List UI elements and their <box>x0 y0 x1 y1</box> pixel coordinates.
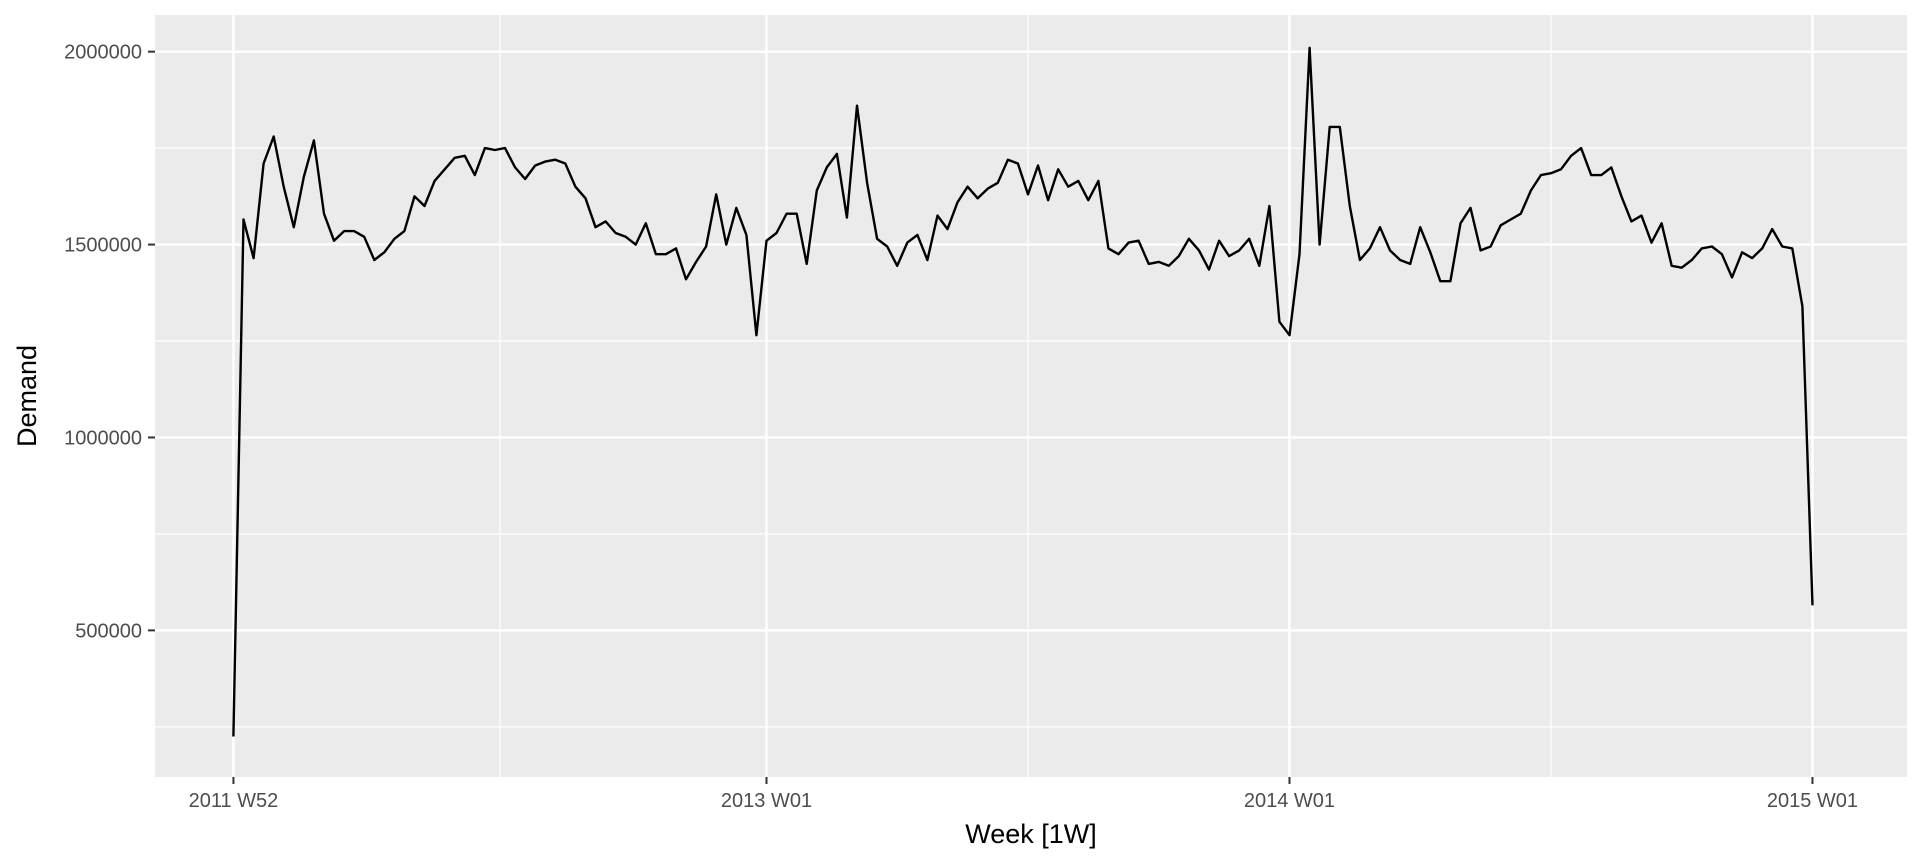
x-axis-tick-labels: 2011 W52 2013 W01 2014 W01 2015 W01 <box>189 790 1858 812</box>
x-tick-label: 2014 W01 <box>1244 790 1335 812</box>
series-line-demand <box>232 46 1814 737</box>
y-tick-label: 1500000 <box>64 235 142 257</box>
y-tick-label: 500000 <box>75 620 142 642</box>
x-tick-label: 2011 W52 <box>189 790 279 812</box>
series-layer <box>232 46 1814 737</box>
plot-panel <box>155 15 1907 777</box>
x-tick-label: 2015 W01 <box>1767 790 1858 812</box>
minor-gridlines <box>155 15 1907 777</box>
y-tick-label: 1000000 <box>64 427 142 449</box>
x-axis-title: Week [1W] <box>965 819 1097 849</box>
axis-ticks <box>148 50 1814 784</box>
y-tick-label: 2000000 <box>64 42 142 64</box>
y-axis-tick-labels: 500000 1000000 1500000 2000000 <box>64 42 142 643</box>
y-axis-title: Demand <box>12 345 42 447</box>
major-gridlines <box>155 15 1907 777</box>
x-tick-label: 2013 W01 <box>721 790 812 812</box>
